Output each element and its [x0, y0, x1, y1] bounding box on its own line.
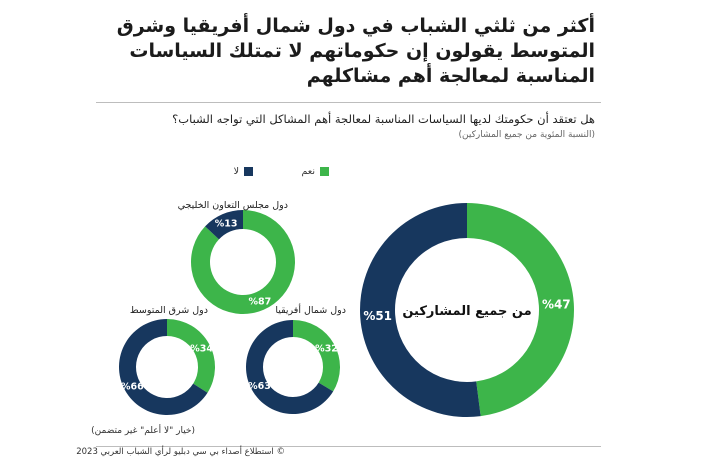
slice-no	[119, 319, 208, 415]
data-label-yes: %34	[190, 343, 213, 354]
chart-title: أكثر من ثلثي الشباب في دول شمال أفريقيا …	[116, 15, 595, 87]
donut-label: دول مجلس التعاون الخليجي	[178, 200, 288, 211]
slice-yes	[191, 210, 295, 314]
source-text: © استطلاع أصداء بي سي دبليو لرأي الشباب …	[76, 447, 285, 457]
question-text: هل تعتقد أن حكومتك لديها السياسات المناس…	[172, 112, 595, 126]
data-label-no: %63	[248, 381, 271, 392]
data-label-yes: %47	[542, 297, 571, 311]
slice-yes	[467, 203, 574, 417]
donut-label: دول شمال أفريقيا	[275, 303, 346, 316]
data-label-no: %51	[363, 309, 392, 323]
footer-divider	[96, 446, 601, 450]
legend-item-yes: نعم	[301, 166, 329, 177]
data-label-no: %13	[215, 218, 238, 229]
slice-yes	[293, 320, 341, 392]
title-divider	[96, 102, 601, 103]
donut-label: من جميع المشاركين	[402, 304, 531, 319]
legend-item-no: لا	[234, 166, 253, 177]
unit-note: (النسبة المئوية من جميع المشاركين)	[458, 130, 596, 140]
legend-swatch-yes	[320, 167, 329, 176]
footnote: (خيار "لا أعلم" غير متضمن)	[91, 426, 195, 436]
data-label-yes: %87	[249, 296, 272, 307]
slice-no	[205, 210, 243, 240]
slice-yes	[167, 319, 216, 393]
data-label-no: %66	[121, 381, 144, 392]
data-label-yes: %32	[315, 343, 338, 354]
legend-label-yes: نعم	[301, 166, 315, 177]
slice-no	[246, 320, 334, 414]
slice-no	[360, 203, 481, 417]
donut-label: دول شرق المتوسط	[130, 305, 208, 316]
legend-swatch-no	[244, 167, 253, 176]
legend-label-no: لا	[233, 166, 239, 177]
